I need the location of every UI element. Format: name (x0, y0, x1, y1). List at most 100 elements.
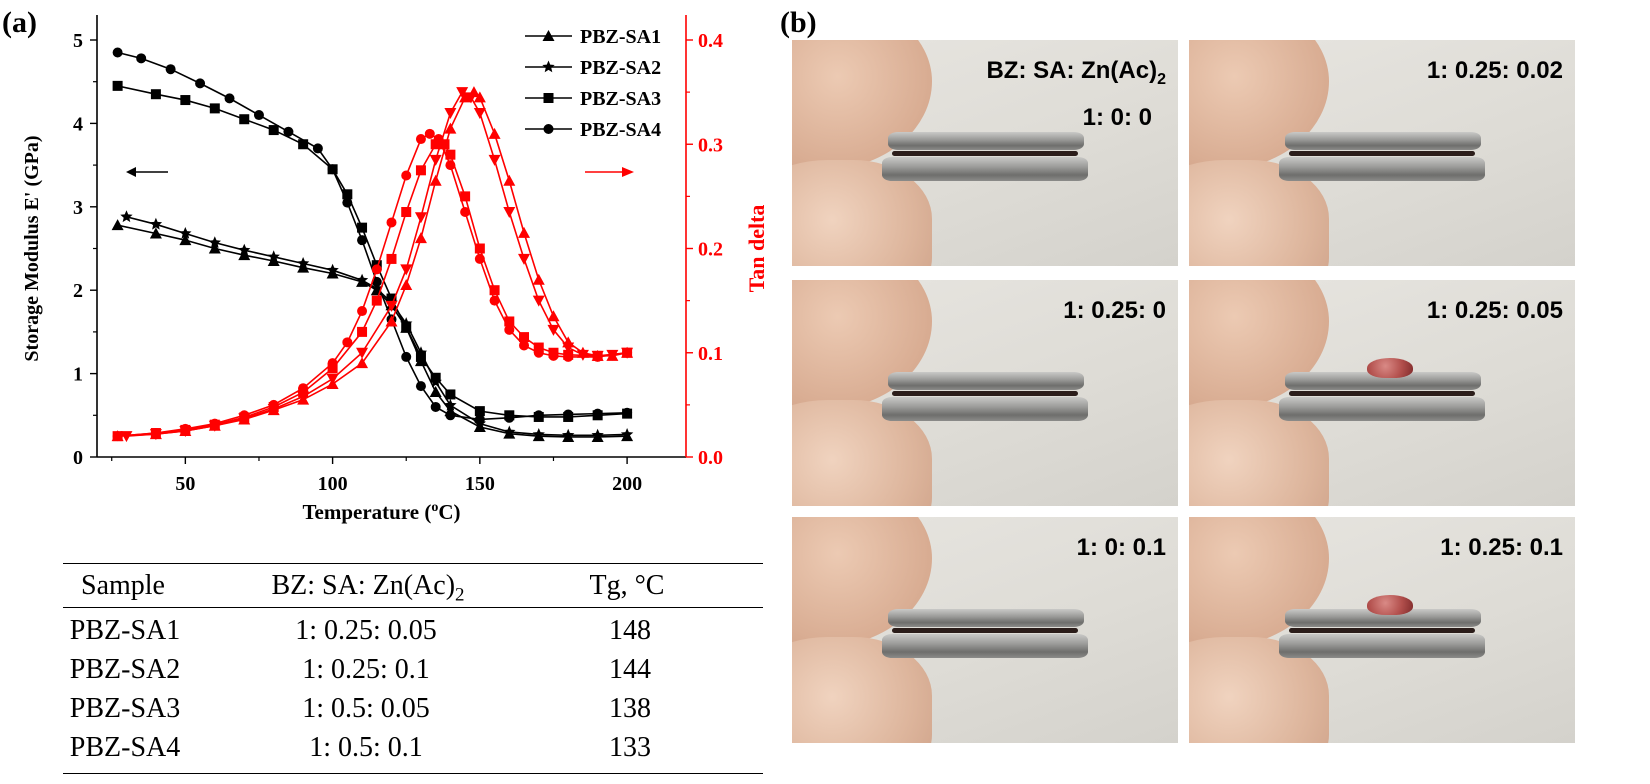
data-point-pbz-sa3 (415, 165, 426, 176)
panel-b-label: (b) (780, 6, 817, 39)
data-point-pbz-sa3 (386, 253, 397, 264)
legend-marker (543, 124, 554, 134)
steel-disc-upper (1285, 609, 1481, 627)
data-point-pbz-sa3 (357, 222, 368, 233)
data-point-pbz-sa4 (180, 423, 191, 434)
data-point-pbz-sa3 (268, 125, 279, 136)
data-point-pbz-sa4 (195, 78, 206, 89)
data-point-pbz-sa3 (504, 316, 515, 327)
sample-photo: 1: 0.25: 0 (792, 280, 1178, 506)
series-line-left-pbz-sa1 (117, 224, 628, 438)
data-point-pbz-sa2 (562, 428, 575, 441)
legend-label: PBZ-SA2 (580, 57, 661, 79)
data-point-pbz-sa2 (120, 431, 133, 443)
data-point-pbz-sa2 (238, 243, 251, 256)
y-right-tick-label: 0.1 (698, 343, 723, 365)
left-arrow-head (126, 167, 136, 177)
data-point-pbz-sa4 (548, 350, 559, 361)
data-point-pbz-sa2 (297, 257, 310, 269)
data-point-pbz-sa3 (445, 389, 456, 400)
data-point-pbz-sa2 (400, 264, 413, 276)
series-line-right-pbz-sa4 (117, 132, 628, 437)
data-point-pbz-sa3 (209, 103, 220, 114)
data-point-pbz-sa3 (298, 139, 309, 150)
right-arrow-head (622, 167, 634, 177)
data-point-pbz-sa2 (465, 92, 478, 104)
table-cell: PBZ-SA3 (69, 693, 181, 724)
data-point-pbz-sa2 (562, 342, 575, 354)
data-point-pbz-sa4 (445, 160, 456, 171)
data-point-pbz-sa4 (504, 324, 515, 335)
sample-layer (892, 628, 1078, 633)
data-point-pbz-sa4 (401, 170, 412, 181)
sample-photo: 1: 0.25: 0.05 (1189, 280, 1575, 506)
data-point-pbz-sa4 (268, 399, 279, 410)
data-point-pbz-sa3 (430, 139, 441, 150)
data-point-pbz-sa4 (433, 134, 444, 145)
data-point-pbz-sa4 (622, 347, 633, 358)
data-point-pbz-sa4 (209, 418, 220, 429)
photo-caption: 1: 0: 0.1 (1077, 529, 1166, 567)
data-point-pbz-sa4 (327, 164, 338, 175)
data-point-pbz-sa1 (208, 242, 221, 254)
data-point-pbz-sa3 (112, 80, 123, 91)
data-point-pbz-sa4 (401, 351, 412, 362)
data-point-pbz-sa2 (532, 295, 545, 307)
table-cell: PBZ-SA2 (69, 654, 181, 685)
data-point-pbz-sa3 (474, 406, 485, 417)
data-point-pbz-sa4 (474, 414, 485, 425)
data-point-pbz-sa1 (518, 226, 531, 238)
table-header-tg: Tg, °C (589, 570, 665, 601)
table-cell: PBZ-SA1 (69, 615, 181, 646)
data-point-pbz-sa2 (620, 428, 634, 440)
y-left-tick-label: 0 (73, 447, 83, 469)
data-point-pbz-sa4 (430, 401, 441, 412)
data-point-pbz-sa2 (267, 250, 280, 263)
table-header-sample: Sample (81, 570, 165, 601)
data-point-pbz-sa1 (400, 278, 413, 290)
data-point-pbz-sa4 (415, 134, 426, 145)
data-point-pbz-sa3 (401, 322, 412, 333)
sample-layer (1289, 151, 1475, 156)
photo-caption: 1: 0.25: 0.1 (1440, 529, 1563, 567)
photo-caption-line: BZ: SA: Zn(Ac)2 (986, 57, 1166, 88)
data-point-pbz-sa1 (459, 91, 472, 103)
data-point-pbz-sa1 (532, 273, 545, 285)
data-point-pbz-sa1 (429, 174, 442, 186)
data-point-pbz-sa3 (371, 295, 382, 306)
data-point-pbz-sa4 (224, 93, 235, 104)
y-right-axis-label: Tan delta (744, 205, 769, 293)
photo-caption-line: 1: 0.25: 0.1 (1440, 534, 1563, 561)
data-point-pbz-sa4 (298, 383, 309, 394)
photo-caption-line: 1: 0: 0.1 (1076, 534, 1166, 561)
data-point-pbz-sa2 (503, 207, 516, 219)
x-tick-label: 50 (175, 473, 195, 495)
data-point-pbz-sa3 (180, 95, 191, 106)
data-point-pbz-sa3 (401, 207, 412, 218)
steel-disc-upper (1285, 372, 1481, 390)
data-point-pbz-sa2 (518, 253, 531, 265)
table-top-rule (63, 563, 763, 564)
y-left-tick-label: 2 (73, 280, 83, 302)
data-point-pbz-sa4 (563, 409, 574, 420)
data-point-pbz-sa1 (356, 357, 369, 369)
data-point-pbz-sa4 (445, 410, 456, 421)
panel-a-label: (a) (2, 6, 37, 39)
data-point-pbz-sa4 (415, 381, 426, 392)
y-left-tick-label: 5 (73, 30, 83, 52)
data-point-pbz-sa2 (444, 398, 457, 411)
data-point-pbz-sa1 (111, 219, 124, 231)
data-point-pbz-sa1 (488, 127, 501, 139)
x-tick-label: 150 (465, 473, 495, 495)
data-point-pbz-sa1 (473, 91, 486, 103)
data-point-pbz-sa2 (326, 373, 339, 385)
data-point-pbz-sa4 (357, 306, 368, 317)
legend-label: PBZ-SA4 (580, 119, 661, 141)
photo-caption: 1: 0.25: 0 (1063, 292, 1166, 330)
photo-caption: 1: 0.25: 0.05 (1427, 292, 1563, 330)
steel-disc-upper (888, 609, 1084, 627)
y-right-tick-label: 0.4 (698, 30, 723, 52)
steel-disc-lower (1279, 397, 1485, 421)
red-extruded-sample (1367, 358, 1413, 378)
data-point-pbz-sa3 (239, 114, 250, 125)
